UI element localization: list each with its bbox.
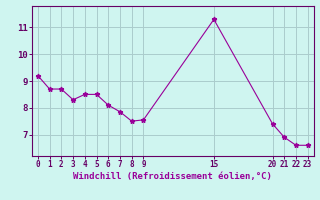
X-axis label: Windchill (Refroidissement éolien,°C): Windchill (Refroidissement éolien,°C) — [73, 172, 272, 181]
